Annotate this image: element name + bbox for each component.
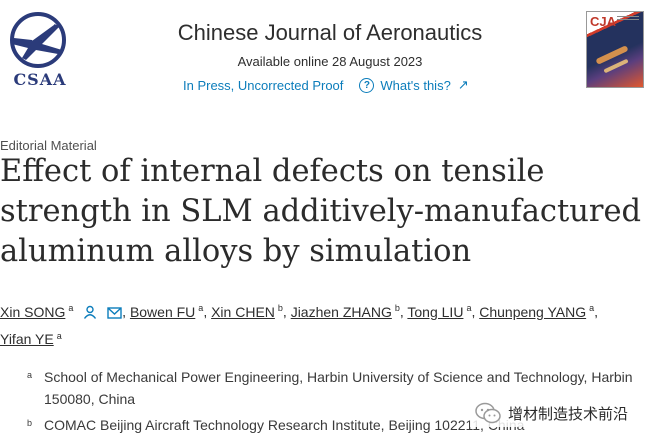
author-4[interactable]: Jiazhen ZHANG b [290, 303, 400, 320]
whats-this-link[interactable]: What's this? [380, 77, 451, 93]
journal-cover-image[interactable]: CJA [586, 11, 644, 88]
affiliation-text: COMAC Beijing Aircraft Technology Resear… [44, 417, 525, 433]
logo-text: CSAA [13, 70, 67, 89]
mail-icon[interactable] [107, 306, 122, 319]
author-sup: a [589, 303, 595, 313]
author-name[interactable]: Jiazhen ZHANG [290, 303, 392, 320]
author-sup: b [394, 303, 400, 313]
author-sup: a [68, 303, 74, 313]
cover-subtitle-lines [617, 16, 639, 24]
author-3[interactable]: Xin CHEN b [211, 303, 283, 320]
author-sup: a [56, 330, 62, 341]
author-sup: a [198, 303, 204, 313]
csaa-emblem-icon [10, 12, 66, 68]
author-name[interactable]: Yifan YE [0, 331, 54, 348]
csaa-logo[interactable]: CSAA [2, 10, 74, 90]
affiliation-label: a [27, 370, 33, 380]
external-link-icon[interactable]: ↗ [457, 77, 469, 92]
article-title: Effect of internal defects on tensile st… [0, 154, 642, 269]
author-name[interactable]: Bowen FU [129, 303, 196, 320]
article-type: Editorial Material [0, 138, 97, 153]
press-status-row: In Press, Uncorrected Proof ? What's thi… [183, 76, 469, 94]
in-press-link[interactable]: In Press, Uncorrected Proof [183, 77, 344, 93]
author-5[interactable]: Tong LIU a [407, 303, 472, 320]
question-icon[interactable]: ? [359, 77, 375, 93]
affiliation-text: School of Mechanical Power Engineering, … [44, 369, 633, 407]
wechat-icon [475, 402, 501, 424]
author-list: Xin SONG a , Bowen FU a, Xin CHEN b, Jiazhe… [0, 303, 599, 348]
author-2[interactable]: Bowen FU a [129, 303, 204, 320]
wechat-watermark: 增材制造技术前沿 [470, 399, 633, 427]
journal-title[interactable]: Chinese Journal of Aeronautics [177, 20, 483, 45]
cover-graphic-secondary [603, 58, 629, 74]
affiliation-label: b [27, 418, 33, 428]
available-online-date: Available online 28 August 2023 [237, 54, 423, 69]
author-name[interactable]: Xin SONG [0, 303, 66, 320]
author-sup: a [466, 303, 472, 313]
cover-label: CJA [590, 14, 617, 29]
person-icon[interactable] [83, 305, 97, 319]
watermark-text: 增材制造技术前沿 [508, 405, 629, 423]
author-name[interactable]: Xin CHEN [211, 303, 275, 320]
author-sup: b [277, 303, 283, 313]
author-name[interactable]: Tong LIU [407, 303, 464, 320]
author-6[interactable]: Chunpeng YANG a [479, 303, 595, 320]
author-1[interactable]: Xin SONG a [0, 303, 74, 320]
author-name[interactable]: Chunpeng YANG [479, 303, 587, 320]
author-7[interactable]: Yifan YE a [0, 330, 62, 348]
